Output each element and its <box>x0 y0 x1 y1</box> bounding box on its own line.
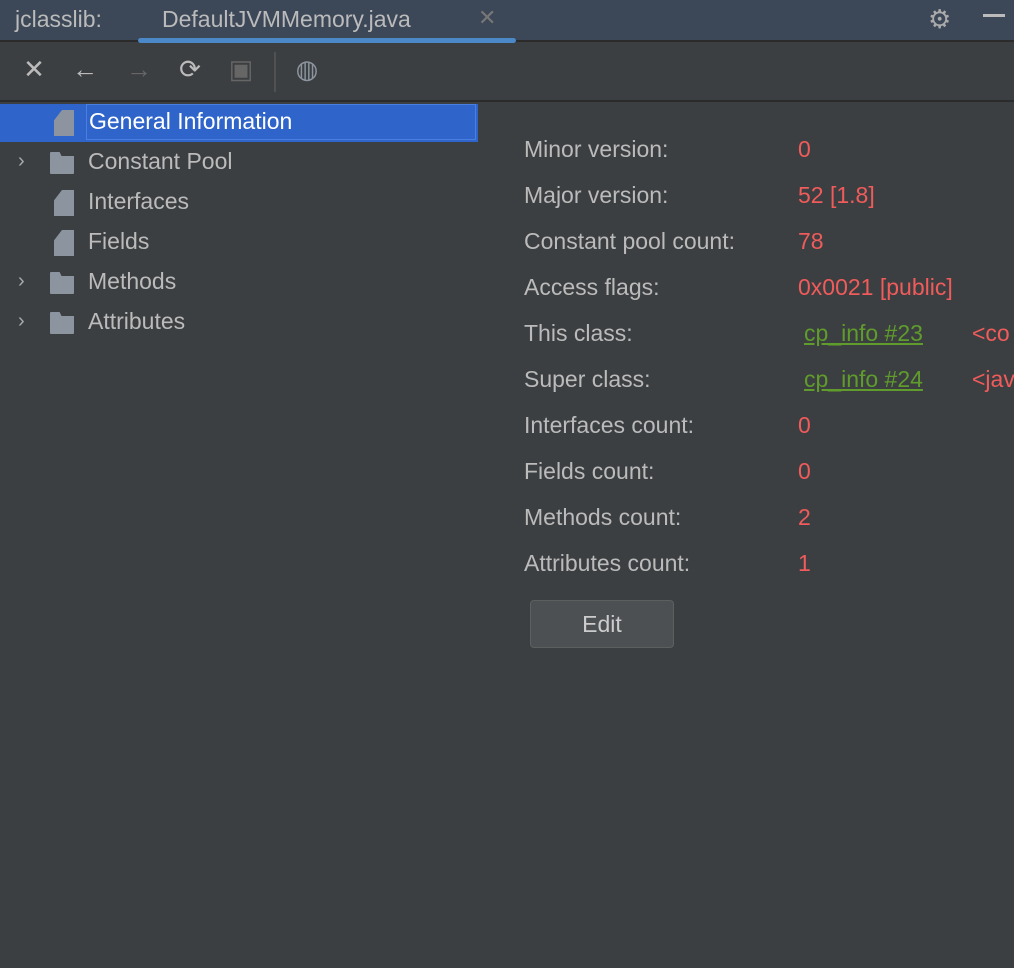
info-key: Major version: <box>524 182 669 208</box>
info-value: 0 <box>798 136 811 162</box>
info-key: Methods count: <box>524 504 682 530</box>
edit-button[interactable]: Edit <box>530 600 674 648</box>
tab-file[interactable]: DefaultJVMMemory.java ✕ <box>138 0 516 43</box>
info-extra: <co <box>972 320 1010 346</box>
file-icon <box>54 110 74 136</box>
forward-arrow-icon[interactable]: → <box>126 54 152 84</box>
info-key: Fields count: <box>524 458 655 484</box>
active-tab-indicator <box>138 38 516 43</box>
app-label: jclasslib: <box>15 6 102 32</box>
info-value: 0 <box>798 458 811 484</box>
info-value: 1 <box>798 550 811 576</box>
info-extra: <jav <box>972 366 1014 392</box>
minimize-icon[interactable] <box>983 14 1005 17</box>
globe-icon[interactable]: ◍ <box>295 54 319 84</box>
tree-node-label: Attributes <box>88 308 186 334</box>
info-value: 0x0021 [public] <box>798 274 953 300</box>
chevron-right-icon[interactable]: › <box>18 270 25 292</box>
info-value: 52 [1.8] <box>798 182 875 208</box>
info-key: Interfaces count: <box>524 412 695 438</box>
info-key: Access flags: <box>524 274 660 300</box>
tree-node[interactable]: › Methods <box>0 264 478 302</box>
folder-icon <box>50 312 74 334</box>
tree-node-label: Interfaces <box>88 188 189 214</box>
title-bar: jclasslib: DefaultJVMMemory.java ✕ ⚙ <box>0 0 1014 43</box>
chevron-right-icon[interactable]: › <box>18 310 25 332</box>
back-arrow-icon[interactable]: ← <box>72 54 98 84</box>
cp-info-link[interactable]: cp_info #23 <box>804 320 923 346</box>
tree-node-label: Fields <box>88 228 150 254</box>
tree-node[interactable]: › Attributes <box>0 304 478 342</box>
info-value: 0 <box>798 412 811 438</box>
folder-icon <box>50 152 74 174</box>
gear-icon[interactable]: ⚙ <box>928 4 952 34</box>
info-key: This class: <box>524 320 633 346</box>
tree-node-label: Constant Pool <box>88 148 233 174</box>
tree-node-label: General Information <box>86 104 476 140</box>
tab-label: DefaultJVMMemory.java <box>162 6 411 32</box>
toolbar-divider <box>274 52 276 92</box>
close-icon[interactable]: ✕ <box>23 54 45 84</box>
chevron-right-icon[interactable]: › <box>18 150 25 172</box>
info-key: Minor version: <box>524 136 669 162</box>
info-key: Attributes count: <box>524 550 691 576</box>
tree-node[interactable]: Interfaces <box>0 184 478 222</box>
tree-node-label: Methods <box>88 268 177 294</box>
file-icon <box>54 190 74 216</box>
tree-node[interactable]: › Constant Pool <box>0 144 478 182</box>
refresh-icon[interactable]: ⟳ <box>179 54 201 84</box>
tree-node[interactable]: General Information <box>0 104 478 142</box>
close-tab-icon[interactable]: ✕ <box>478 5 497 30</box>
cp-info-link[interactable]: cp_info #24 <box>804 366 923 392</box>
tree-node[interactable]: Fields <box>0 224 478 262</box>
info-value: 78 <box>798 228 824 254</box>
toolbar: ✕ ← → ⟳ ▣ ◍ <box>0 44 1014 102</box>
info-key: Constant pool count: <box>524 228 735 254</box>
info-key: Super class: <box>524 366 651 392</box>
folder-icon <box>50 272 74 294</box>
info-value: 2 <box>798 504 811 530</box>
save-icon[interactable]: ▣ <box>228 54 254 84</box>
file-icon <box>54 230 74 256</box>
